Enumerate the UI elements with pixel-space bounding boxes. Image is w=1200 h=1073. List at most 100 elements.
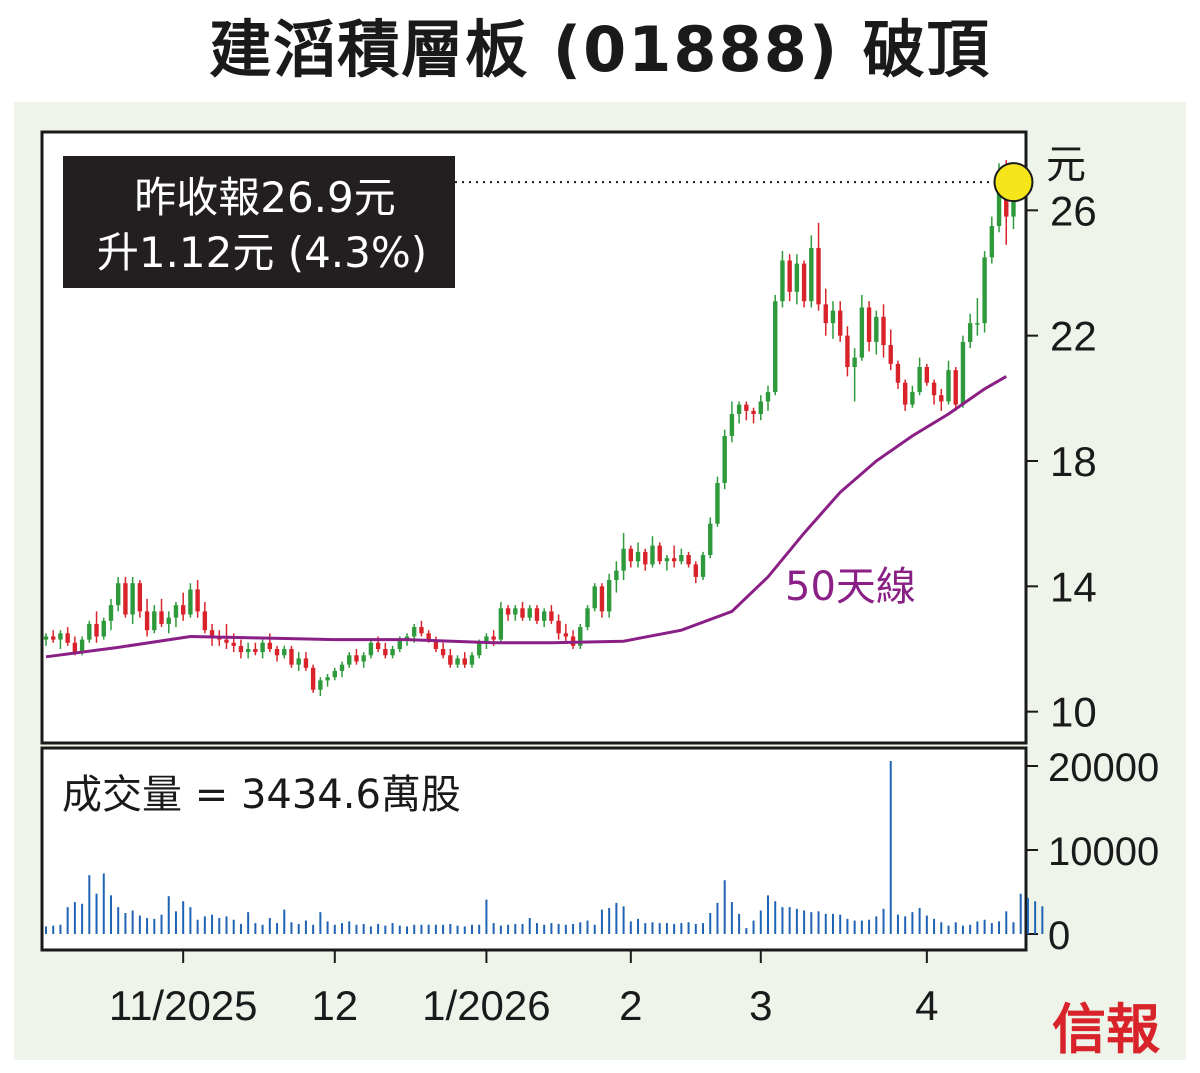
candle-body (599, 586, 605, 612)
annotation-box (63, 156, 455, 288)
price-tick-label: 10 (1050, 689, 1097, 736)
candle-body (231, 642, 236, 646)
candle-body (368, 642, 374, 656)
candle-body (426, 633, 431, 640)
candle-body (209, 630, 215, 637)
candle-body (715, 482, 720, 524)
candle-body (79, 639, 85, 653)
ma50-line (45, 375, 1008, 659)
candle-body (693, 564, 698, 577)
candle-body (180, 605, 186, 615)
candle-body (94, 623, 99, 637)
volume-tick-label: 20000 (1048, 746, 1159, 790)
candle-body (852, 357, 857, 367)
candle-body (787, 260, 792, 292)
candle-body (87, 623, 92, 640)
price-tick-label: 22 (1050, 313, 1097, 360)
x-tick-label: 2 (619, 982, 642, 1029)
candle-body (159, 611, 164, 624)
x-tick-label: 1/2026 (422, 982, 550, 1029)
candle-body (188, 589, 193, 615)
candle-body (289, 649, 294, 665)
candle-body (679, 555, 684, 562)
candle-body (628, 548, 634, 562)
candle-body (744, 404, 749, 411)
candle-body (332, 670, 337, 678)
candle-body (267, 642, 273, 649)
price-unit-label: 元 (1046, 142, 1086, 188)
candle-body (260, 642, 265, 653)
candle-body (361, 655, 366, 662)
candle-body (527, 608, 532, 618)
candle-body (455, 658, 460, 665)
candle-body (635, 551, 641, 562)
candle-body (101, 620, 106, 637)
candle-body (303, 658, 309, 668)
candle-body (563, 633, 569, 637)
candle-body (931, 382, 937, 396)
candle-body (238, 645, 244, 653)
candle-body (296, 658, 301, 665)
candle-body (375, 642, 381, 649)
candle-body (116, 583, 121, 606)
candle-body (967, 323, 973, 342)
candle-body (953, 370, 958, 405)
price-tick-label: 18 (1050, 438, 1097, 485)
candle-body (578, 627, 583, 646)
candle-body (643, 551, 648, 565)
annotation-line1: 昨收報26.9元 (134, 173, 396, 222)
candle-body (657, 545, 662, 562)
candle-body (469, 655, 475, 665)
candle-body (484, 636, 489, 643)
candle-body (347, 655, 352, 665)
candle-body (534, 608, 540, 621)
candle-body (910, 392, 915, 405)
price-tick-label: 14 (1050, 563, 1097, 610)
brand-logo: 信報 (1052, 997, 1160, 1061)
candle-body (433, 639, 439, 649)
candle-body (477, 642, 482, 656)
candle-body (780, 260, 785, 302)
x-tick-label: 4 (915, 982, 938, 1029)
candle-body (65, 633, 70, 643)
candle-body (794, 263, 800, 292)
candle-body (166, 617, 171, 624)
candle-body (72, 642, 78, 653)
candle-body (895, 363, 901, 383)
candle-body (173, 605, 179, 618)
candle-body (736, 404, 742, 414)
candle-body (585, 608, 590, 628)
candle-body (996, 172, 1002, 226)
candle-body (383, 649, 388, 656)
candle-body (491, 636, 496, 640)
candle-body (888, 345, 893, 364)
candle-body (505, 608, 511, 615)
candle-body (874, 316, 879, 342)
price-tick-label: 26 (1050, 187, 1097, 234)
volume-panel (40, 746, 1028, 952)
candle-body (419, 627, 424, 634)
candle-body (671, 558, 677, 562)
candle-body (614, 570, 619, 581)
chart-title: 建滔積層板 (01888) 破頂 (0, 0, 1200, 100)
candle-body (202, 611, 208, 631)
candle-body (606, 580, 612, 612)
candle-body (939, 395, 944, 402)
candle-body (924, 367, 930, 383)
candle-body (58, 633, 63, 640)
volume-tick-label: 10000 (1048, 830, 1159, 874)
candle-body (845, 335, 850, 367)
candle-body (722, 435, 727, 483)
volume-tick-label: 0 (1048, 914, 1070, 958)
candle-body (520, 608, 525, 618)
candle-body (664, 558, 670, 562)
candle-body (440, 649, 446, 656)
volume-axis: 0 10000 20000 (1026, 746, 1159, 958)
candle-body (686, 555, 691, 565)
x-tick-label: 3 (749, 982, 772, 1029)
volume-bars (45, 760, 1044, 934)
candle-body (390, 649, 395, 656)
candle-body (881, 316, 886, 346)
candle-body (982, 257, 987, 324)
price-axis: 10 14 18 22 26 (1026, 187, 1097, 736)
